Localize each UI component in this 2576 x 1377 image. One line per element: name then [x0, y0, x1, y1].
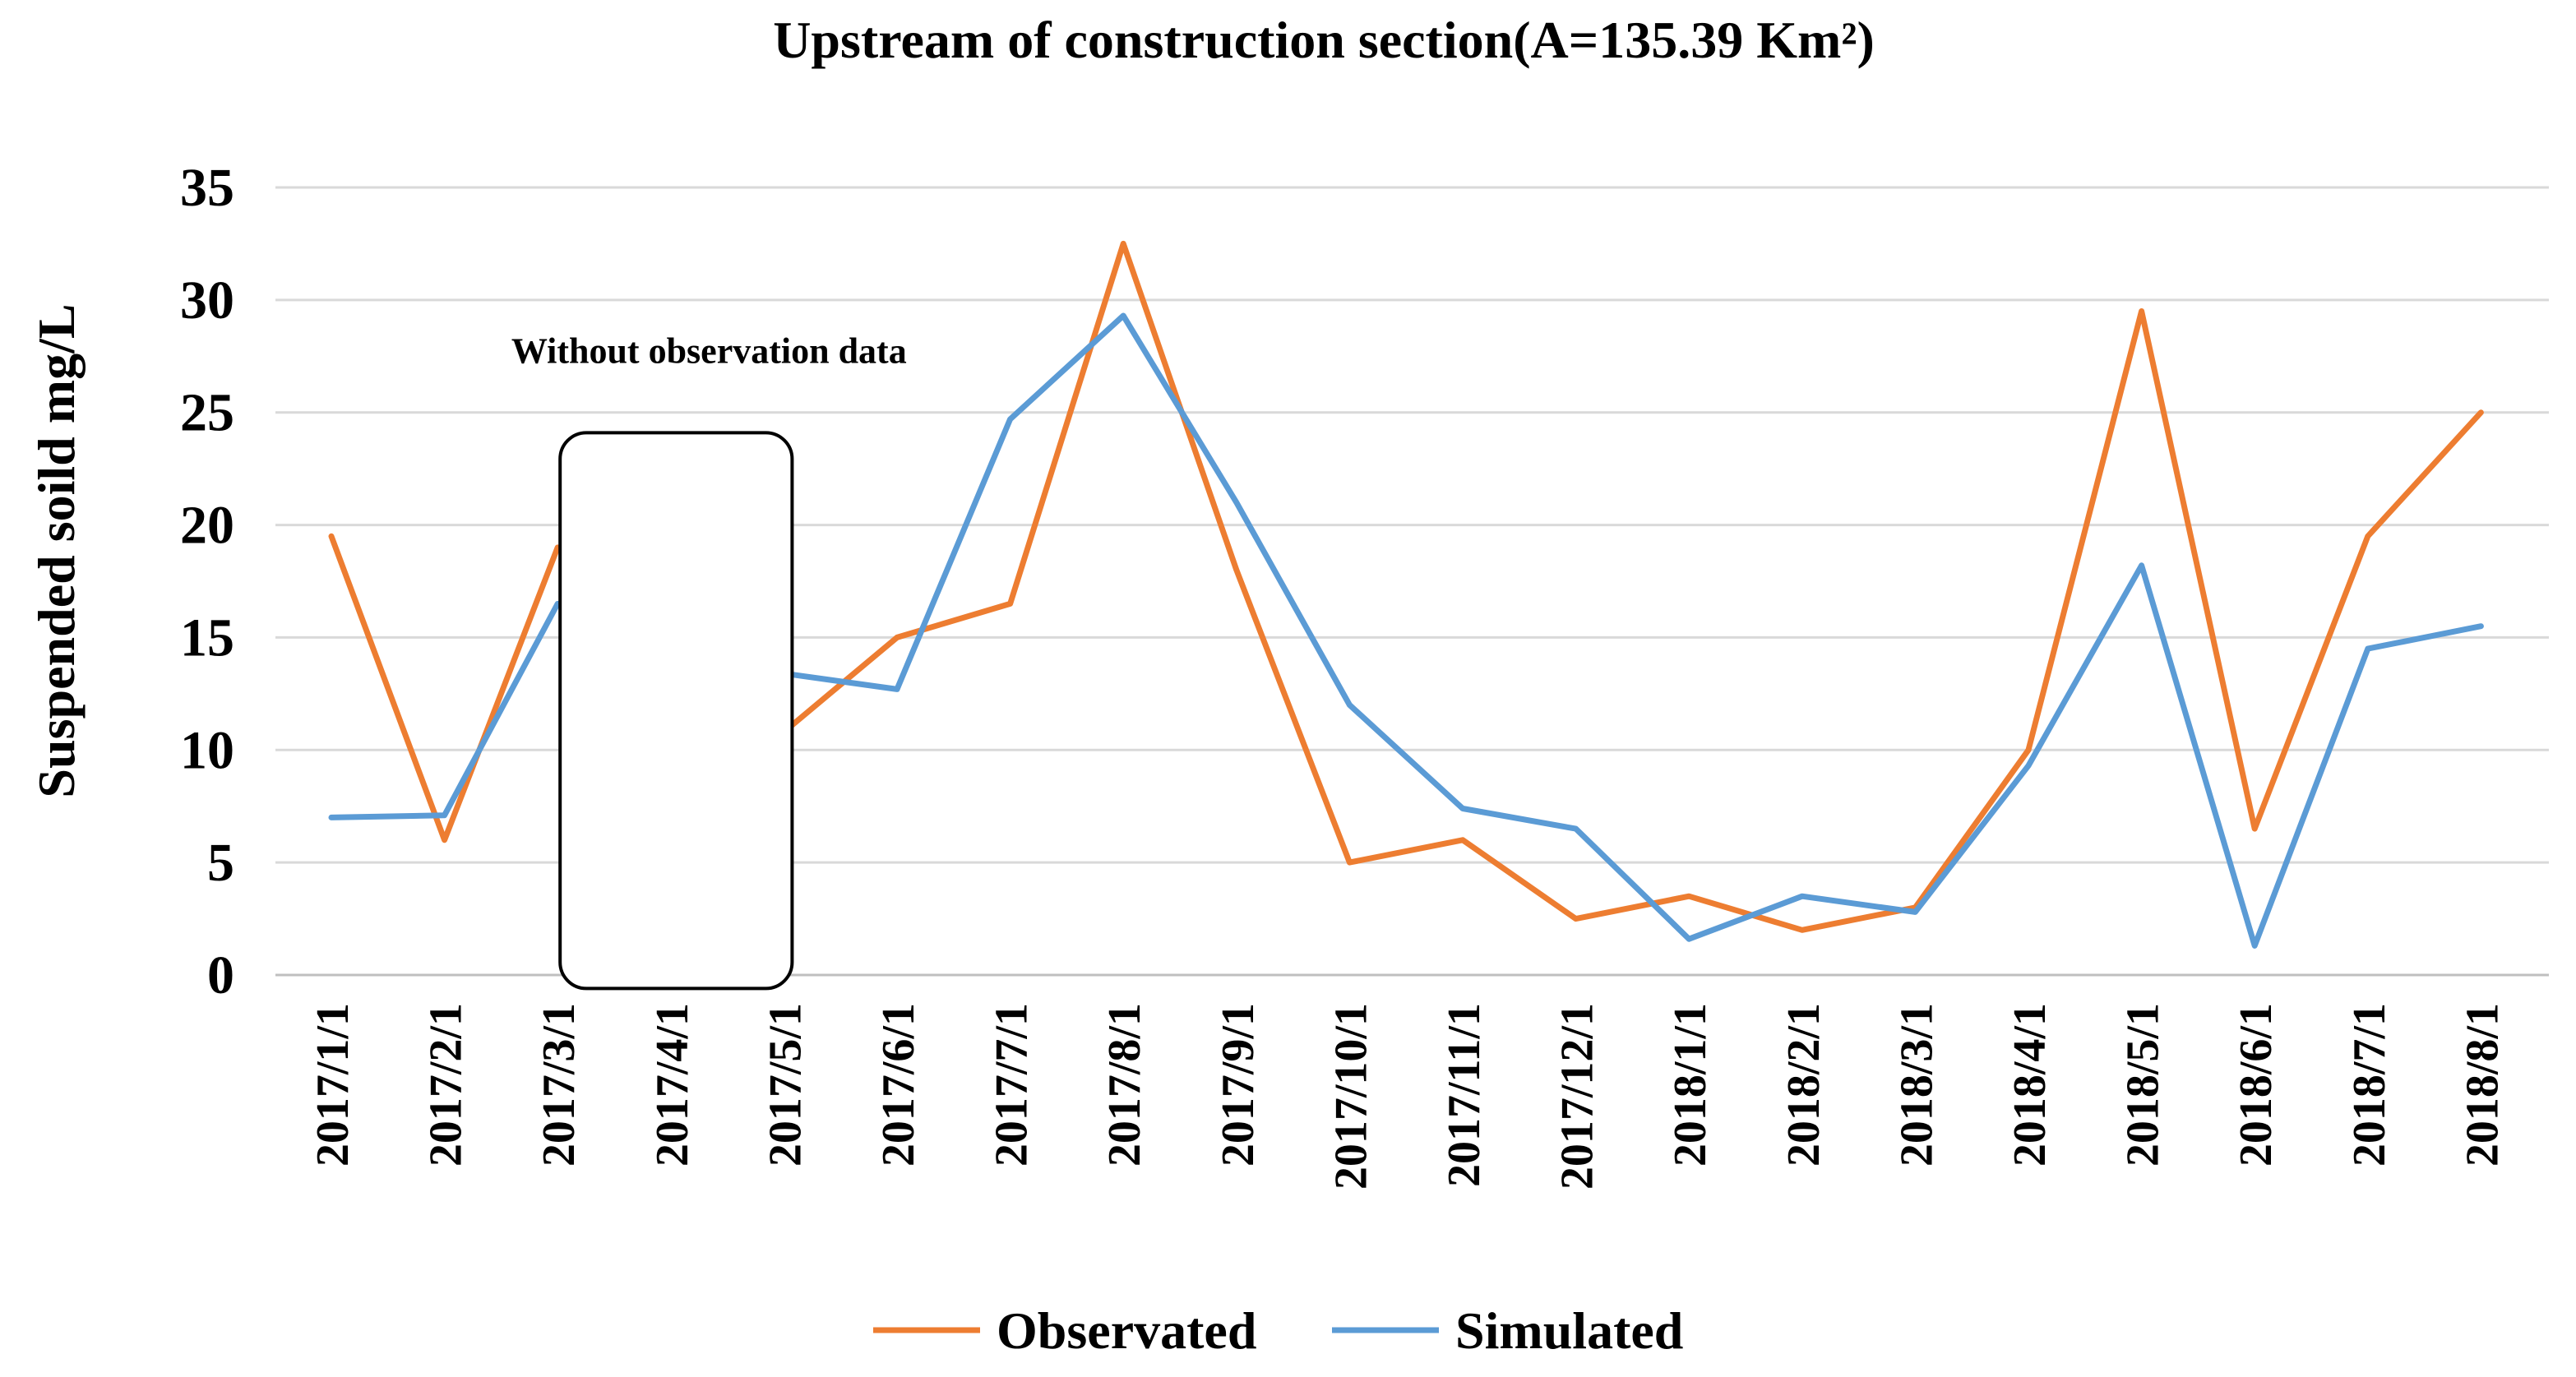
y-tick-label: 10	[180, 720, 234, 780]
x-tick-label: 2017/7/1	[987, 1003, 1038, 1167]
x-tick-label: 2018/1/1	[1665, 1003, 1716, 1167]
annotation-group: Without observation data	[511, 330, 907, 991]
legend-label-observated: Observated	[997, 1301, 1256, 1360]
x-tick-label: 2017/3/1	[534, 1003, 585, 1167]
no-data-box	[558, 431, 794, 991]
x-tick-label: 2018/7/1	[2344, 1003, 2395, 1167]
y-axis-label: Suspended soild mg/L	[27, 303, 86, 797]
x-tick-label: 2018/4/1	[2005, 1003, 2056, 1167]
x-tick-label: 2017/5/1	[760, 1003, 811, 1167]
x-tick-label: 2017/2/1	[421, 1003, 472, 1167]
y-tick-label: 15	[180, 608, 234, 668]
x-tick-label: 2017/1/1	[308, 1003, 358, 1167]
x-tick-label: 2017/8/1	[1099, 1003, 1150, 1167]
chart-title: Upstream of construction section(A=135.3…	[773, 11, 1875, 69]
annotation-label: Without observation data	[511, 330, 907, 371]
y-tick-label: 5	[207, 833, 234, 893]
x-tick-label: 2017/10/1	[1325, 1003, 1376, 1190]
x-tick-label: 2018/5/1	[2118, 1003, 2169, 1167]
x-tick-label: 2017/11/1	[1439, 1003, 1490, 1187]
x-tick-label: 2017/4/1	[647, 1003, 698, 1167]
y-tick-labels: 0 5 10 15 20 25 30 35	[180, 158, 234, 1005]
x-tick-label: 2017/6/1	[873, 1003, 924, 1167]
x-tick-label: 2018/8/1	[2457, 1003, 2508, 1167]
legend: Observated Simulated	[873, 1301, 1683, 1360]
x-tick-label: 2018/2/1	[1778, 1003, 1829, 1167]
x-tick-label: 2017/9/1	[1213, 1003, 1264, 1167]
legend-label-simulated: Simulated	[1455, 1301, 1683, 1360]
y-tick-label: 35	[180, 158, 234, 218]
x-tick-label: 2018/3/1	[1891, 1003, 1942, 1167]
y-tick-label: 20	[180, 496, 234, 556]
x-tick-label: 2018/6/1	[2231, 1003, 2282, 1167]
x-tick-labels: 2017/1/1 2017/2/1 2017/3/1 2017/4/1 2017/5/1…	[308, 1003, 2508, 1190]
y-tick-label: 25	[180, 383, 234, 443]
y-tick-label: 0	[207, 945, 234, 1005]
y-tick-label: 30	[180, 270, 234, 330]
x-tick-label: 2017/12/1	[1552, 1003, 1603, 1190]
